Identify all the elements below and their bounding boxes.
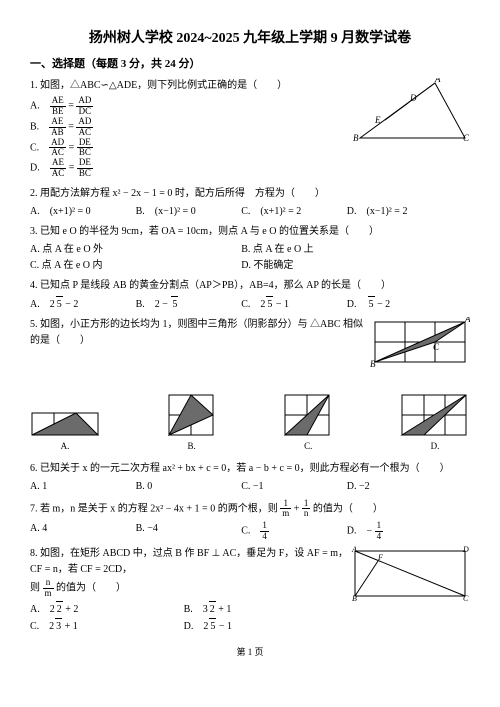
- q2-opt-a: A. (x+1)² = 0: [30, 204, 136, 220]
- q3-opt-d: D. 不能确定: [241, 258, 452, 274]
- q6-opt-d: D. −2: [347, 479, 453, 495]
- question-2: 2. 用配方法解方程 x² − 2x − 1 = 0 时，配方后所得 方程为（ …: [30, 186, 470, 220]
- svg-text:D: D: [462, 546, 469, 554]
- question-7: 7. 若 m，n 是关于 x 的方程 2x² − 4x + 1 = 0 的两个根…: [30, 499, 470, 543]
- q4-options: A. 25 − 2 B. 2 − 5 C. 25 − 1 D. 5 − 2: [30, 296, 470, 313]
- q3-stem: 3. 已知 e O 的半径为 9cm，若 OA = 10cm，则点 A 与 e …: [30, 224, 470, 240]
- q3-options: A. 点 A 在 e O 外 B. 点 A 在 e O 上 C. 点 A 在 e…: [30, 242, 470, 274]
- q4-opt-d: D. 5 − 2: [347, 296, 453, 313]
- q7-opt-a: A. 4: [30, 521, 136, 542]
- q2-options: A. (x+1)² = 0 B. (x−1)² = 0 C. (x+1)² = …: [30, 204, 470, 220]
- svg-text:B: B: [352, 594, 357, 601]
- q2-opt-b: B. (x−1)² = 0: [136, 204, 242, 220]
- svg-text:F: F: [377, 553, 383, 562]
- question-3: 3. 已知 e O 的半径为 9cm，若 OA = 10cm，则点 A 与 e …: [30, 224, 470, 274]
- q5-opt-a: A.: [30, 411, 100, 453]
- q5-opt-c: C.: [283, 393, 333, 453]
- q5-options: A. B. C. D.: [30, 393, 470, 453]
- question-8: A D B C F 8. 如图，在矩形 ABCD 中，过点 B 作 BF ⊥ A…: [30, 546, 470, 639]
- q3-opt-a: A. 点 A 在 e O 外: [30, 242, 241, 258]
- q8-figure: A D B C F: [350, 546, 470, 601]
- question-6: 6. 已知关于 x 的一元二次方程 ax² + bx + c = 0，若 a −…: [30, 461, 470, 495]
- q7-options: A. 4 B. −4 C. 14 D. − 14: [30, 521, 470, 542]
- svg-text:A: A: [464, 317, 470, 324]
- svg-text:C: C: [433, 342, 440, 352]
- question-5: A B C 5. 如图，小正方形的边长均为 1，则图中三角形（阴影部分）与 △A…: [30, 317, 470, 457]
- svg-text:A: A: [434, 78, 441, 84]
- q8-options: A. 22 + 2 B. 32 + 1 C. 23 + 1 D. 25 − 1: [30, 601, 350, 635]
- question-1: A B C E D 1. 如图，△ABC∽△ADE，则下列比例式正确的是（ ） …: [30, 78, 470, 183]
- q6-options: A. 1 B. 0 C. −1 D. −2: [30, 479, 470, 495]
- q3-opt-b: B. 点 A 在 e O 上: [241, 242, 452, 258]
- question-4: 4. 已知点 P 是线段 AB 的黄金分割点（AP＞PB），AB=4，那么 AP…: [30, 278, 470, 313]
- q1-opt-b: B. AEAB = ADAC: [30, 117, 174, 138]
- q1-opt-a: A. AEBE = ADDC: [30, 96, 174, 117]
- q6-opt-c: C. −1: [241, 479, 347, 495]
- q7-opt-d: D. − 14: [347, 521, 453, 542]
- q1-opt-c: C. ADAC = DEBC: [30, 138, 174, 159]
- section-heading: 一、选择题（每题 3 分，共 24 分）: [30, 56, 470, 74]
- q4-stem: 4. 已知点 P 是线段 AB 的黄金分割点（AP＞PB），AB=4，那么 AP…: [30, 278, 470, 294]
- svg-text:C: C: [463, 133, 470, 143]
- q1-options: A. AEBE = ADDC B. AEAB = ADAC C. ADAC = …: [30, 96, 350, 179]
- svg-text:A: A: [351, 546, 357, 554]
- q7-opt-c: C. 14: [241, 521, 347, 542]
- q2-stem: 2. 用配方法解方程 x² − 2x − 1 = 0 时，配方后所得 方程为（ …: [30, 186, 470, 202]
- q7-opt-b: B. −4: [136, 521, 242, 542]
- q4-opt-a: A. 25 − 2: [30, 296, 136, 313]
- q6-stem: 6. 已知关于 x 的一元二次方程 ax² + bx + c = 0，若 a −…: [30, 461, 470, 477]
- q2-opt-c: C. (x+1)² = 2: [241, 204, 347, 220]
- q5-opt-b: B.: [167, 393, 217, 453]
- svg-text:C: C: [463, 594, 469, 601]
- svg-text:B: B: [353, 133, 359, 143]
- q7-stem: 7. 若 m，n 是关于 x 的方程 2x² − 4x + 1 = 0 的两个根…: [30, 499, 470, 520]
- q8-opt-a: A. 22 + 2: [30, 601, 184, 618]
- q5-opt-d: D.: [400, 393, 470, 453]
- q3-opt-c: C. 点 A 在 e O 内: [30, 258, 241, 274]
- q8-opt-b: B. 32 + 1: [184, 601, 338, 618]
- q5-ref-figure: A B C: [370, 317, 470, 367]
- page-title: 扬州树人学校 2024~2025 九年级上学期 9 月数学试卷: [30, 28, 470, 50]
- q4-opt-c: C. 25 − 1: [241, 296, 347, 313]
- q1-opt-d: D. AEAC = DEBC: [30, 158, 174, 179]
- q6-opt-b: B. 0: [136, 479, 242, 495]
- q1-figure: A B C E D: [350, 78, 470, 148]
- q2-opt-d: D. (x−1)² = 2: [347, 204, 453, 220]
- page-footer: 第 1 页: [30, 645, 470, 659]
- svg-text:B: B: [370, 359, 376, 367]
- svg-text:E: E: [374, 115, 381, 125]
- svg-text:D: D: [409, 93, 417, 103]
- q8-opt-d: D. 25 − 1: [184, 618, 338, 635]
- q8-opt-c: C. 23 + 1: [30, 618, 184, 635]
- q6-opt-a: A. 1: [30, 479, 136, 495]
- q4-opt-b: B. 2 − 5: [136, 296, 242, 313]
